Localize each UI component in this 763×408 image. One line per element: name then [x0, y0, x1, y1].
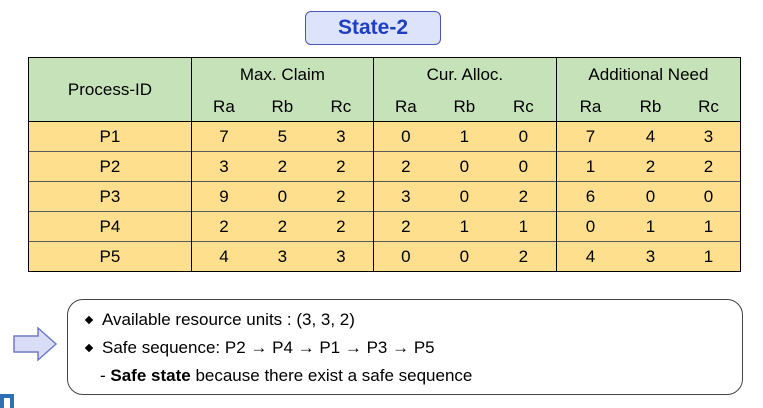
- process-id: P2: [28, 151, 192, 182]
- available-line: Available resource units : (3, 3, 2): [82, 310, 355, 330]
- additional-need-header: Additional Need: [555, 57, 742, 92]
- cur-rc-header: Rc: [490, 92, 557, 122]
- max-rb-header: Rb: [255, 92, 309, 122]
- cur-ra: 0: [372, 121, 438, 152]
- max-claim-header: Max. Claim: [190, 57, 374, 92]
- process-id: P4: [28, 211, 192, 242]
- bullet-icon: [84, 315, 94, 325]
- cur-ra: 0: [372, 241, 438, 272]
- cur-rc: 2: [490, 241, 557, 272]
- process-id: P5: [28, 241, 192, 272]
- cur-ra: 3: [372, 181, 438, 212]
- note-line: - Safe state because there exist a safe …: [100, 366, 472, 386]
- max-ra: 9: [190, 181, 256, 212]
- need-rc-header: Rc: [676, 92, 741, 122]
- max-rc: 3: [308, 121, 374, 152]
- table-row: P5 4 3 3 0 0 2 4 3 1: [28, 241, 741, 272]
- max-rb: 5: [255, 121, 309, 152]
- need-ra: 6: [555, 181, 625, 212]
- cur-ra: 2: [372, 211, 438, 242]
- max-rc: 3: [308, 241, 374, 272]
- need-rc: 1: [676, 211, 741, 242]
- corner-logo-icon: [0, 394, 14, 408]
- info-box: Available resource units : (3, 3, 2) Saf…: [67, 299, 743, 395]
- cur-rc: 2: [490, 181, 557, 212]
- max-rc: 2: [308, 181, 374, 212]
- max-rb: 2: [255, 211, 309, 242]
- cur-rb: 0: [437, 181, 491, 212]
- need-ra: 0: [555, 211, 625, 242]
- max-ra: 2: [190, 211, 256, 242]
- note-prefix: -: [100, 366, 111, 385]
- max-ra: 3: [190, 151, 256, 182]
- state-title: State-2: [305, 11, 441, 45]
- process-id-header: Process-ID: [28, 57, 192, 122]
- cur-rb: 1: [437, 211, 491, 242]
- cur-rb: 0: [437, 241, 491, 272]
- table-row: P4 2 2 2 2 1 1 0 1 1: [28, 211, 741, 242]
- cur-ra: 2: [372, 151, 438, 182]
- need-rb-header: Rb: [624, 92, 677, 122]
- max-rc: 2: [308, 151, 374, 182]
- max-ra-header: Ra: [190, 92, 256, 122]
- process-id: P1: [28, 121, 192, 152]
- right-arrow-icon: [13, 326, 58, 362]
- cur-rb: 0: [437, 151, 491, 182]
- max-rb: 0: [255, 181, 309, 212]
- need-ra: 1: [555, 151, 625, 182]
- max-rb: 3: [255, 241, 309, 272]
- available-text: Available resource units : (3, 3, 2): [102, 310, 355, 329]
- cur-rb-header: Rb: [437, 92, 491, 122]
- need-rb: 4: [624, 121, 677, 152]
- max-ra: 7: [190, 121, 256, 152]
- need-rc: 1: [676, 241, 741, 272]
- cur-ra-header: Ra: [372, 92, 438, 122]
- table-row: P3 9 0 2 3 0 2 6 0 0: [28, 181, 741, 212]
- state-table: Process-ID Max. Claim Cur. Alloc. Additi…: [28, 57, 742, 272]
- max-rc-header: Rc: [308, 92, 374, 122]
- need-rc: 3: [676, 121, 741, 152]
- process-id: P3: [28, 181, 192, 212]
- sequence-text: Safe sequence: P2 → P4 → P1 → P3 → P5: [102, 338, 435, 357]
- cur-rc: 1: [490, 211, 557, 242]
- need-rc: 0: [676, 181, 741, 212]
- need-rb: 3: [624, 241, 677, 272]
- max-rc: 2: [308, 211, 374, 242]
- bullet-icon: [84, 343, 94, 353]
- max-rb: 2: [255, 151, 309, 182]
- need-rb: 1: [624, 211, 677, 242]
- note-rest: because there exist a safe sequence: [190, 366, 473, 385]
- need-ra: 7: [555, 121, 625, 152]
- need-rb: 2: [624, 151, 677, 182]
- cur-rc: 0: [490, 151, 557, 182]
- need-ra: 4: [555, 241, 625, 272]
- need-ra-header: Ra: [555, 92, 625, 122]
- sequence-line: Safe sequence: P2 → P4 → P1 → P3 → P5: [82, 338, 435, 358]
- table-row: P1 7 5 3 0 1 0 7 4 3: [28, 121, 741, 152]
- table-row: P2 3 2 2 2 0 0 1 2 2: [28, 151, 741, 182]
- cur-rb: 1: [437, 121, 491, 152]
- note-bold: Safe state: [110, 366, 191, 385]
- cur-rc: 0: [490, 121, 557, 152]
- need-rc: 2: [676, 151, 741, 182]
- cur-alloc-header: Cur. Alloc.: [372, 57, 557, 92]
- max-ra: 4: [190, 241, 256, 272]
- need-rb: 0: [624, 181, 677, 212]
